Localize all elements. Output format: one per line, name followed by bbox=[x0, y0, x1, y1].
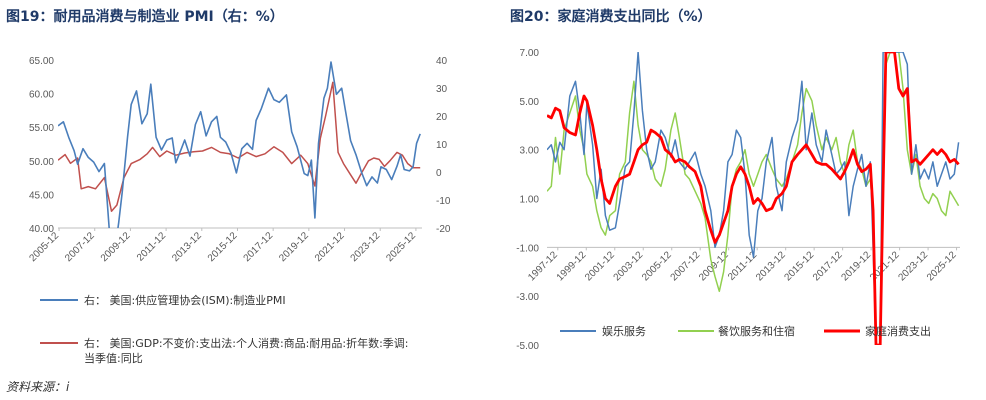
right-x-tick-label: 2017-12 bbox=[811, 249, 845, 283]
right-y-tick-label: 3.00 bbox=[520, 146, 540, 157]
series-line-entertainment bbox=[547, 52, 960, 345]
left-y2-tick-label: 30 bbox=[436, 84, 448, 95]
legend-label-food-lodging: 餐饮服务和住宿 bbox=[718, 324, 795, 338]
left-y-tick-label: 60.00 bbox=[29, 90, 54, 101]
right-x-tick-label: 2007-12 bbox=[669, 249, 703, 283]
left-y2-tick-label: 40 bbox=[436, 56, 448, 67]
legend-label-ism-pmi: 右： 美国:供应管理协会(ISM):制造业PMI bbox=[84, 293, 286, 307]
right-x-tick-label: 2001-12 bbox=[583, 249, 617, 283]
right-x-tick-label: 2011-12 bbox=[726, 249, 760, 283]
legend-label-durable-goods-yoy-cont: 当季值:同比 bbox=[84, 351, 143, 365]
right-x-tick-label: 2019-12 bbox=[840, 249, 874, 283]
left-chart: 65.00 60.00 55.00 50.00 45.00 40.00 40 30 20 10 0 -… bbox=[27, 56, 451, 365]
left-y-tick-label: 65.00 bbox=[29, 56, 54, 67]
left-y-tick-label: 40.00 bbox=[29, 224, 54, 235]
left-y2-tick-label: 0 bbox=[436, 168, 442, 179]
right-x-tick-label: 2013-12 bbox=[754, 249, 788, 283]
right-series-group bbox=[547, 52, 960, 345]
legend-label-household-spending: 家庭消费支出 bbox=[865, 324, 931, 338]
series-line-durable-goods-yoy bbox=[58, 81, 421, 212]
right-x-tick-label: 2003-12 bbox=[612, 249, 646, 283]
right-y-tick-label: -5.00 bbox=[516, 341, 539, 352]
right-y-tick-label: -1.00 bbox=[516, 243, 539, 254]
right-y-tick-label: 7.00 bbox=[520, 48, 540, 59]
right-x-tick-label: 2025-12 bbox=[925, 249, 959, 283]
series-line-household-spending bbox=[547, 52, 960, 345]
legend-label-entertainment: 娱乐服务 bbox=[602, 324, 646, 338]
right-y-tick-label: 5.00 bbox=[520, 97, 540, 108]
legend-label-durable-goods-yoy: 右： 美国:GDP:不变价:支出法:个人消费:商品:耐用品:折年数:季调: bbox=[84, 336, 408, 350]
left-chart-title: 图19：耐用品消费与制造业 PMI（右：%） bbox=[6, 9, 284, 25]
series-line-ism-pmi bbox=[58, 61, 421, 228]
left-y-tick-label: 55.00 bbox=[29, 123, 54, 134]
right-x-tick-label: 1997-12 bbox=[526, 249, 560, 283]
left-y-tick-label: 45.00 bbox=[29, 190, 54, 201]
right-y-tick-label: -3.00 bbox=[516, 292, 539, 303]
left-y2-tick-label: -10 bbox=[436, 196, 451, 207]
right-x-tick-label: 2015-12 bbox=[783, 249, 817, 283]
right-x-tick-label: 1999-12 bbox=[555, 249, 589, 283]
series-line-food-lodging bbox=[547, 52, 960, 345]
right-x-tick-label: 2005-12 bbox=[640, 249, 674, 283]
right-y-tick-label: 1.00 bbox=[520, 195, 540, 206]
left-y2-tick-label: -20 bbox=[436, 224, 451, 235]
right-chart-title: 图20：家庭消费支出同比（%） bbox=[510, 9, 712, 25]
source-note: 资料来源：i bbox=[6, 380, 70, 394]
left-y2-tick-label: 10 bbox=[436, 140, 448, 151]
left-y-tick-label: 50.00 bbox=[29, 157, 54, 168]
left-series-group bbox=[58, 61, 421, 228]
right-x-tick-label: 2023-12 bbox=[896, 249, 930, 283]
left-y2-tick-label: 20 bbox=[436, 112, 448, 123]
